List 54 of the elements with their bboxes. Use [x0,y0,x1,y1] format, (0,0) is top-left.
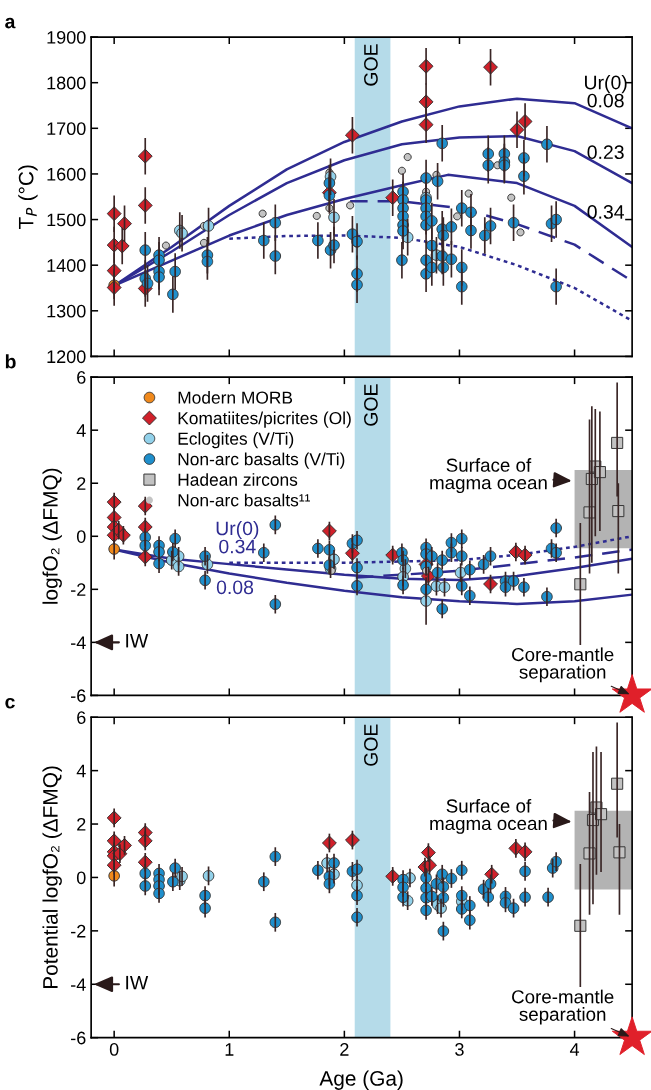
legend-label: Eclogites (V/Ti) [178,432,294,449]
y-tick-label: 0 [76,530,86,543]
y-tick-label: 2 [77,817,86,831]
legend-label: Hadean zircons [178,473,298,486]
y-tick-label: -6 [71,1031,86,1045]
y-tick-label: 1500 [47,213,86,227]
chart-title: b [5,354,16,369]
legend-label: Modern MORB [178,391,293,404]
y-tick-label: 1800 [47,76,86,90]
y-tick-label: -2 [71,924,86,938]
annotation: Ur(0) 0.08 [585,75,627,108]
y-tick-label: 1900 [47,30,86,44]
annotation: IW [126,975,149,990]
annotation: Core-mantle separation [512,647,614,683]
y-tick-label: 4 [76,764,86,778]
x-tick-label: 2 [340,1043,349,1056]
y-tick-label: 6 [77,711,86,724]
x-tick-label: 4 [569,1043,580,1056]
y-tick-label: 4 [76,424,86,437]
annotation: Ur(0) 0.34 [216,521,259,554]
annotation: Surface of magma ocean [430,798,547,834]
y-axis-title: logfO₂ (ΔFMQ) [42,468,62,604]
y-tick-label: 1300 [47,304,86,318]
legend-label: Non-arc basalts¹¹ [178,493,310,507]
annotation: Core-mantle separation [512,989,614,1025]
x-tick-label: 0 [109,1043,119,1056]
y-tick-label: 1700 [47,122,86,136]
x-axis-title: Age (Ga) [319,1070,403,1090]
y-tick-label: 2 [77,477,86,490]
y-tick-label: 6 [77,371,86,384]
legend-label: Komatiites/picrites (Ol) [178,411,351,428]
chart-title: a [5,17,16,29]
y-axis-title: Potential logfO₂ (ΔFMQ) [42,766,62,989]
x-tick-label: 3 [455,1043,464,1056]
y-tick-label: -4 [71,978,86,991]
annotation: IW [126,634,149,648]
y-tick-label: 1400 [47,259,86,272]
annotation: 0.34 [587,205,624,219]
y-tick-label: -2 [71,583,86,596]
legend-label: Non-arc basalts (V/Ti) [178,452,345,469]
x-tick-label: 1 [225,1043,234,1056]
annotation: 0.08 [216,580,254,595]
y-tick-label: 1600 [47,167,86,181]
chart-title: c [5,697,15,709]
band-label: GOE [364,724,378,766]
annotation: 0.23 [587,145,624,160]
band-label: GOE [364,384,378,426]
y-tick-label: 0 [76,871,86,885]
band-label: GOE [364,44,378,86]
y-tick-label: 1200 [47,350,86,364]
annotation: Surface of magma ocean [430,458,547,494]
y-axis-title: T$_{P}$ (°C) [18,165,38,229]
y-tick-label: -6 [71,689,86,703]
y-tick-label: -4 [71,636,86,649]
